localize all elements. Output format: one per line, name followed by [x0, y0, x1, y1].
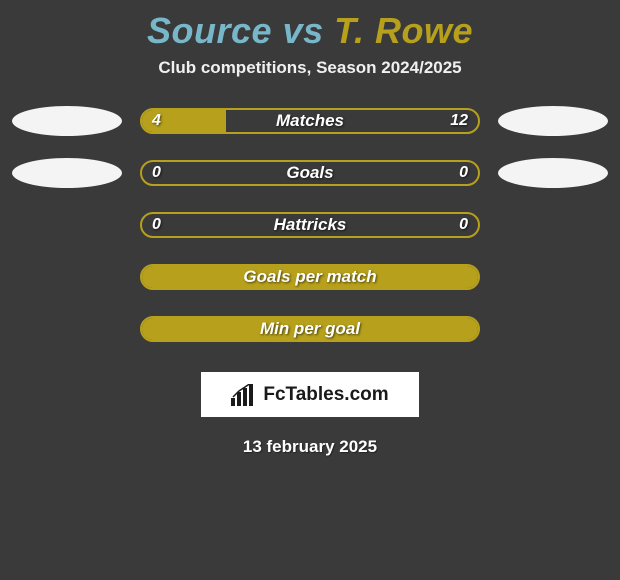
- comparison-infographic: Source vs T. Rowe Club competitions, Sea…: [0, 10, 620, 580]
- stat-row-goals-per-match: Goals per match: [0, 262, 620, 292]
- stat-label: Hattricks: [142, 215, 478, 235]
- stat-value-right: 12: [450, 112, 468, 130]
- stat-row-min-per-goal: Min per goal: [0, 314, 620, 344]
- stat-fill: [142, 266, 478, 288]
- stat-row-goals: 0 Goals 0: [0, 158, 620, 188]
- stat-value-right: 0: [459, 164, 468, 182]
- vs-text: vs: [283, 10, 324, 51]
- subtitle: Club competitions, Season 2024/2025: [0, 58, 620, 78]
- stat-value-left: 0: [152, 164, 161, 182]
- date-text: 13 february 2025: [0, 437, 620, 457]
- stat-row-matches: 4 Matches 12: [0, 106, 620, 136]
- player2-name: T. Rowe: [334, 10, 473, 51]
- page-title: Source vs T. Rowe: [0, 10, 620, 52]
- stats-container: 4 Matches 12 0 Goals 0 0 Hattricks: [0, 106, 620, 344]
- stat-bar-goals-per-match: Goals per match: [140, 264, 480, 290]
- stat-bar-matches: 4 Matches 12: [140, 108, 480, 134]
- stat-row-hattricks: 0 Hattricks 0: [0, 210, 620, 240]
- player1-badge: [12, 158, 122, 188]
- stat-fill: [142, 110, 226, 132]
- stat-value-left: 0: [152, 216, 161, 234]
- bars-icon: [231, 384, 257, 406]
- fctables-logo: FcTables.com: [201, 372, 419, 417]
- logo-text: FcTables.com: [263, 384, 388, 406]
- stat-label: Goals: [142, 163, 478, 183]
- stat-fill: [142, 318, 478, 340]
- player2-badge: [498, 158, 608, 188]
- stat-bar-goals: 0 Goals 0: [140, 160, 480, 186]
- stat-bar-min-per-goal: Min per goal: [140, 316, 480, 342]
- player1-badge: [12, 106, 122, 136]
- stat-bar-hattricks: 0 Hattricks 0: [140, 212, 480, 238]
- player2-badge: [498, 106, 608, 136]
- player1-name: Source: [147, 10, 272, 51]
- stat-value-right: 0: [459, 216, 468, 234]
